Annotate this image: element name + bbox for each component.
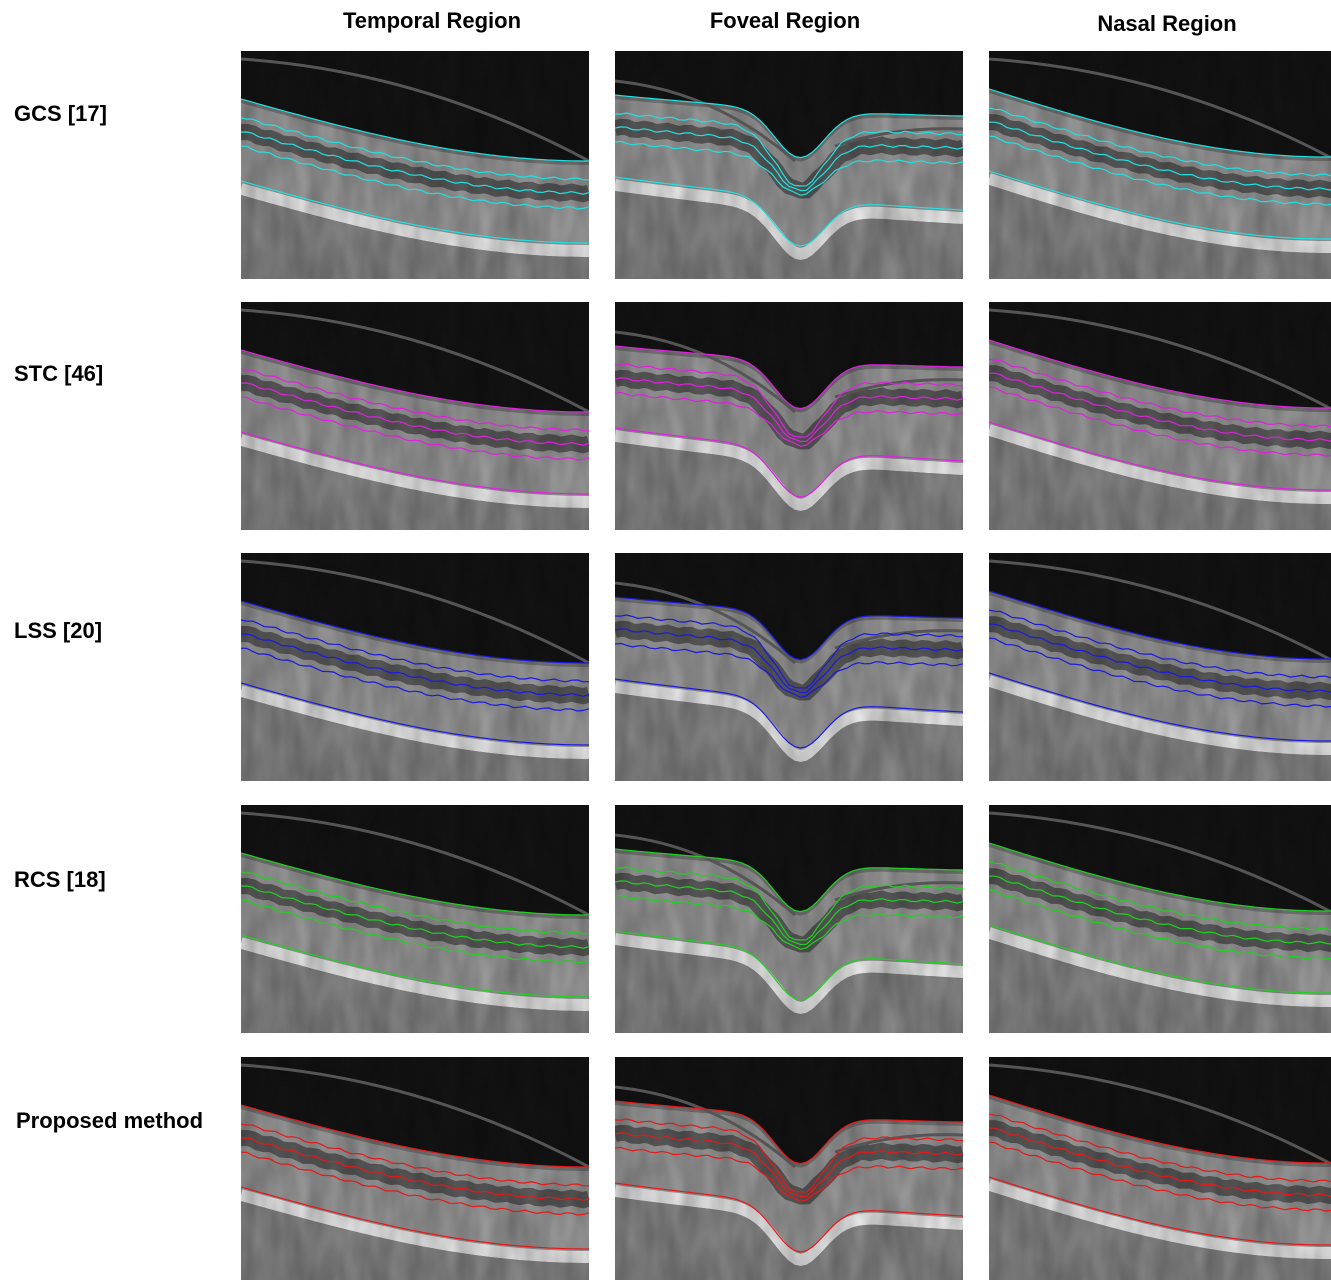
image-content <box>241 553 589 781</box>
image-content <box>241 302 589 530</box>
oct-image <box>989 302 1331 530</box>
oct-image <box>615 1057 963 1280</box>
oct-image <box>989 553 1331 781</box>
image-content <box>989 805 1331 1033</box>
oct-image <box>615 302 963 530</box>
speckle <box>615 51 963 279</box>
oct-image <box>241 51 589 279</box>
speckle <box>241 302 589 530</box>
speckle <box>241 51 589 279</box>
speckle <box>241 553 589 781</box>
speckle <box>615 805 963 1033</box>
image-content <box>615 302 963 530</box>
oct-image <box>989 51 1331 279</box>
image-content <box>241 805 589 1033</box>
speckle <box>989 553 1331 781</box>
oct-image <box>989 1057 1331 1280</box>
oct-image <box>241 805 589 1033</box>
speckle <box>989 805 1331 1033</box>
row-label: GCS [17] <box>14 101 107 126</box>
image-content <box>241 51 589 279</box>
figure: Temporal Region Foveal Region Nasal Region… <box>0 0 1331 1280</box>
oct-image <box>241 553 589 781</box>
oct-image <box>989 805 1331 1033</box>
column-heading: Foveal Region <box>710 8 860 33</box>
oct-image <box>615 51 963 279</box>
oct-image <box>241 1057 589 1280</box>
speckle <box>615 302 963 530</box>
row-label: STC [46] <box>14 361 103 386</box>
row-label: Proposed method <box>16 1108 203 1133</box>
image-content <box>241 1057 589 1280</box>
speckle <box>989 302 1331 530</box>
image-content <box>615 51 963 279</box>
image-content <box>989 553 1331 781</box>
column-heading: Nasal Region <box>1097 11 1236 36</box>
speckle <box>989 51 1331 279</box>
oct-image <box>615 805 963 1033</box>
image-content <box>989 1057 1331 1280</box>
image-content <box>989 302 1331 530</box>
oct-image <box>615 553 963 781</box>
speckle <box>615 553 963 781</box>
speckle <box>241 805 589 1033</box>
speckle <box>989 1057 1331 1280</box>
image-content <box>989 51 1331 279</box>
column-heading: Temporal Region <box>343 8 521 33</box>
image-content <box>615 1057 963 1280</box>
row-label: LSS [20] <box>14 618 102 643</box>
image-content <box>615 553 963 781</box>
row-label: RCS [18] <box>14 867 106 892</box>
image-content <box>615 805 963 1033</box>
oct-image <box>241 302 589 530</box>
